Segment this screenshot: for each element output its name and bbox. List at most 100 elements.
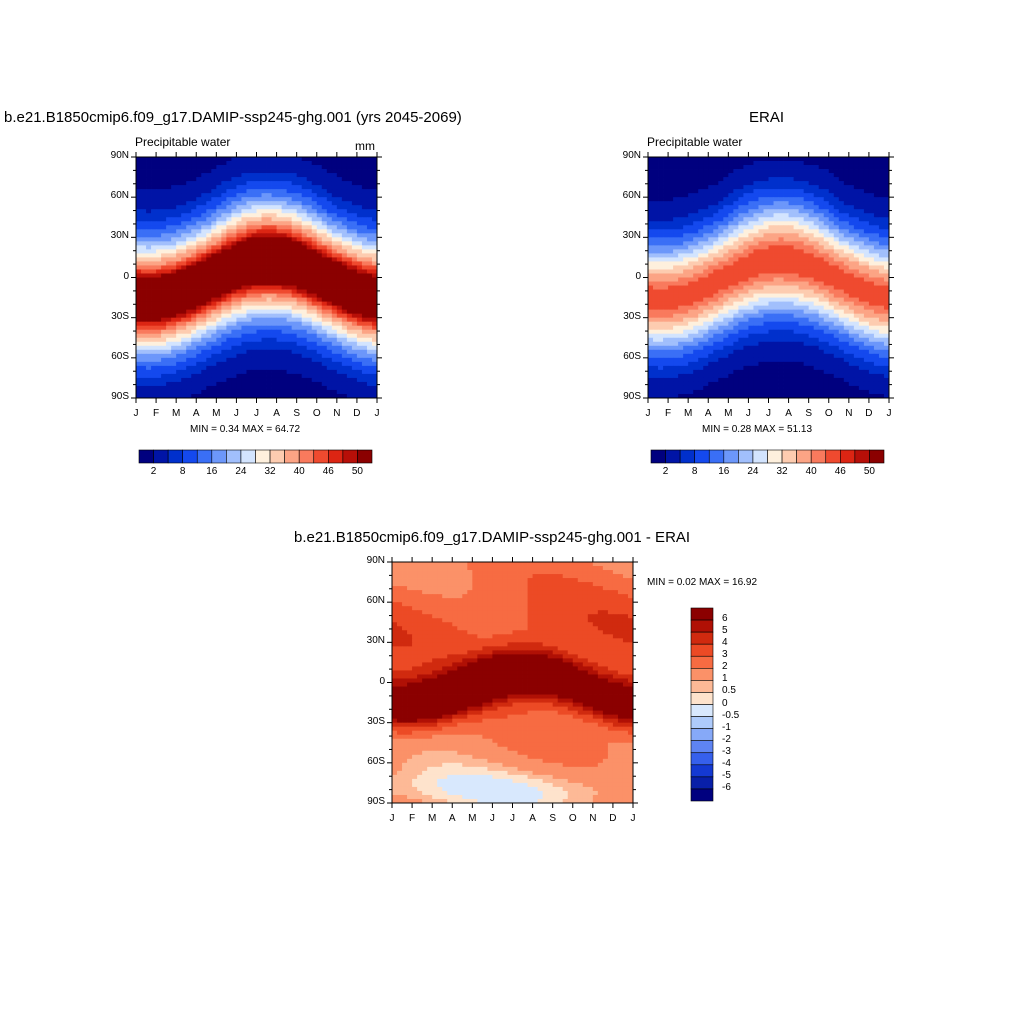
panel2-field-cell: [878, 241, 885, 246]
panel1-field-cell: [361, 161, 368, 166]
panel2-field-cell: [803, 233, 810, 238]
panel2-field-cell: [648, 293, 654, 298]
panel2-field-cell: [658, 229, 664, 234]
panel1-field-cell: [236, 253, 242, 258]
panel1-field-cell: [316, 221, 323, 226]
panel1-field-cell: [306, 341, 313, 347]
panel1-field-cell: [281, 217, 288, 222]
panel2-field-cell: [738, 237, 744, 242]
panel2-field-cell: [843, 277, 850, 282]
panel2-field-cell: [843, 173, 850, 178]
panel1-field-cell: [351, 165, 358, 170]
panel1-field-cell: [281, 245, 288, 250]
panel1-field-cell: [211, 373, 217, 379]
panel1-field-cell: [336, 329, 343, 335]
panel1-field-cell: [316, 357, 323, 363]
panel2-field-cell: [773, 229, 779, 234]
panel1-field-cell: [221, 209, 227, 214]
panel1-field-cell: [181, 281, 187, 286]
panel1-field-cell: [306, 333, 313, 339]
panel2-field-cell: [673, 245, 679, 250]
panel1-field-cell: [151, 377, 157, 383]
panel2-field-cell: [788, 229, 794, 234]
panel1-field-cell: [271, 181, 277, 186]
panel2-field-cell: [658, 165, 664, 170]
panel1-field-cell: [161, 345, 167, 351]
panel1-field-cell: [321, 157, 328, 162]
panel1-field-cell: [281, 293, 288, 298]
panel1-field-cell: [346, 233, 353, 238]
panel2-left-label: Precipitable water: [647, 135, 743, 149]
panel2-field-cell: [848, 317, 855, 323]
panel2-field-cell: [733, 317, 739, 323]
panel1-field-cell: [371, 345, 378, 351]
panel1-field-cell: [261, 181, 267, 186]
panel2-field-cell: [838, 181, 845, 186]
panel1-field-cell: [201, 177, 207, 182]
panel1-field-cell: [266, 317, 272, 323]
panel1-field-cell: [286, 273, 293, 278]
panel2-field-cell: [853, 209, 860, 214]
panel1-field-cell: [316, 189, 323, 194]
panel2-field-cell: [708, 241, 714, 246]
panel2-field-cell: [678, 173, 684, 178]
panel1-field-cell: [271, 353, 277, 359]
panel1-field-cell: [306, 185, 313, 190]
panel1-field-cell: [356, 317, 363, 323]
panel1-field-cell: [346, 197, 353, 202]
panel1-field-cell: [311, 229, 318, 234]
panel2-field-cell: [743, 169, 749, 174]
panel2-field-cell: [763, 165, 769, 170]
panel1-colorbar-box: [284, 449, 300, 464]
panel2-field-cell: [883, 293, 890, 298]
panel1-field-cell: [176, 237, 182, 242]
panel1-field-cell: [301, 277, 308, 282]
panel1-field-cell: [286, 261, 293, 266]
panel2-field-cell: [878, 273, 885, 278]
panel1-field-cell: [276, 317, 282, 323]
panel1-field-cell: [316, 297, 323, 302]
panel1-field-cell: [346, 177, 353, 182]
panel1-field-cell: [191, 245, 197, 250]
panel2-field-cell: [658, 157, 664, 162]
panel1-field-cell: [371, 249, 378, 254]
panel2-field-cell: [883, 217, 890, 222]
panel1-field-cell: [171, 205, 177, 210]
panel1-field-cell: [366, 213, 373, 218]
panel1-field-cell: [251, 337, 257, 343]
panel1-field-cell: [231, 249, 237, 254]
panel2-field-cell: [853, 173, 860, 178]
panel1-field-cell: [316, 321, 323, 327]
panel1-field-cell: [231, 365, 237, 371]
panel2-field-cell: [843, 273, 850, 278]
panel1-field-cell: [136, 257, 142, 262]
panel2-field-cell: [648, 161, 654, 166]
panel1-field-cell: [321, 261, 328, 266]
panel2-field-cell: [773, 253, 779, 258]
panel1-field-cell: [336, 313, 343, 319]
panel2-field-cell: [868, 281, 875, 286]
panel2-field-cell: [878, 269, 885, 274]
panel2-field-cell: [663, 177, 669, 182]
panel2-field-cell: [858, 213, 865, 218]
panel2-field-cell: [693, 229, 699, 234]
panel1-field-cell: [191, 237, 197, 242]
panel2-field-cell: [703, 217, 709, 222]
panel1-field-cell: [196, 169, 202, 174]
panel1-field-cell: [146, 377, 152, 383]
panel2-field-cell: [738, 181, 744, 186]
panel2-field-cell: [883, 297, 890, 302]
panel2-field-cell: [798, 237, 805, 242]
panel2-field-cell: [723, 197, 729, 202]
panel1-field-cell: [146, 333, 152, 339]
panel1-field-cell: [286, 393, 293, 399]
panel2-field-cell: [783, 273, 789, 278]
panel1-field-cell: [251, 217, 257, 222]
panel1-field-cell: [181, 349, 187, 355]
panel1-field-cell: [256, 273, 262, 278]
panel2-field-cell: [798, 245, 805, 250]
panel2-field-cell: [733, 237, 739, 242]
panel1-field-cell: [296, 229, 303, 234]
panel2-field-cell: [858, 293, 865, 298]
panel1-field-cell: [186, 169, 192, 174]
